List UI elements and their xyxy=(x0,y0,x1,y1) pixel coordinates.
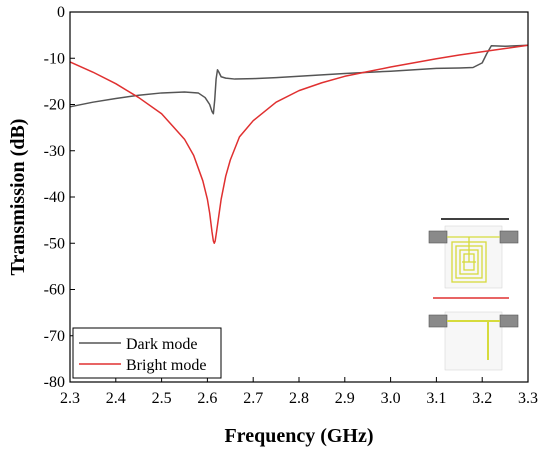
inset-spiral-resonator xyxy=(447,236,500,283)
x-tick-label: 3.3 xyxy=(518,390,538,407)
x-tick-label: 2.4 xyxy=(106,390,126,407)
inset-right-connector-top xyxy=(499,230,519,244)
series-line-bright-mode xyxy=(69,44,529,244)
y-tick-label: -10 xyxy=(44,50,65,67)
x-tick-label: 2.7 xyxy=(243,390,263,407)
x-tick-label: 2.9 xyxy=(335,390,355,407)
y-tick-label: -70 xyxy=(44,328,65,345)
plot-frame xyxy=(69,11,529,383)
y-axis-title: Transmission (dB) xyxy=(7,119,29,276)
x-tick-label: 3.2 xyxy=(472,390,492,407)
x-tick-label: 2.6 xyxy=(197,390,217,407)
legend: Dark mode Bright mode xyxy=(72,327,222,379)
resonator-inset xyxy=(428,218,519,371)
y-tick-label: -60 xyxy=(44,282,65,299)
y-tick-label: -40 xyxy=(44,189,65,206)
inset-left-connector-top xyxy=(428,230,448,244)
y-axis-ticks: 0 -10 -20 -30 -40 -50 -60 -70 -80 xyxy=(44,4,75,391)
y-tick-label: -30 xyxy=(44,143,65,160)
series-layer xyxy=(69,44,529,244)
x-axis-title: Frequency (GHz) xyxy=(224,425,373,447)
series-line-dark-mode xyxy=(69,44,529,115)
x-tick-label: 2.5 xyxy=(152,390,172,407)
inset-stub-resonator xyxy=(447,320,500,360)
x-tick-label: 2.8 xyxy=(289,390,309,407)
x-tick-label: 3.0 xyxy=(381,390,401,407)
y-tick-label: 0 xyxy=(57,4,65,21)
inset-left-connector-bottom xyxy=(428,314,448,328)
y-tick-label: -50 xyxy=(44,235,65,252)
legend-box xyxy=(72,327,222,379)
x-tick-label: 2.3 xyxy=(60,390,80,407)
inset-right-connector-bottom xyxy=(499,314,519,328)
y-tick-label: -20 xyxy=(44,97,65,114)
y-tick-label: -80 xyxy=(44,374,65,391)
legend-label-bright-mode: Bright mode xyxy=(126,357,206,374)
x-axis-ticks: 2.3 2.4 2.5 2.6 2.7 2.8 2.9 3.0 3.1 3.2 3.3 xyxy=(60,377,538,407)
legend-label-dark-mode: Dark mode xyxy=(126,336,198,353)
x-tick-label: 3.1 xyxy=(426,390,446,407)
